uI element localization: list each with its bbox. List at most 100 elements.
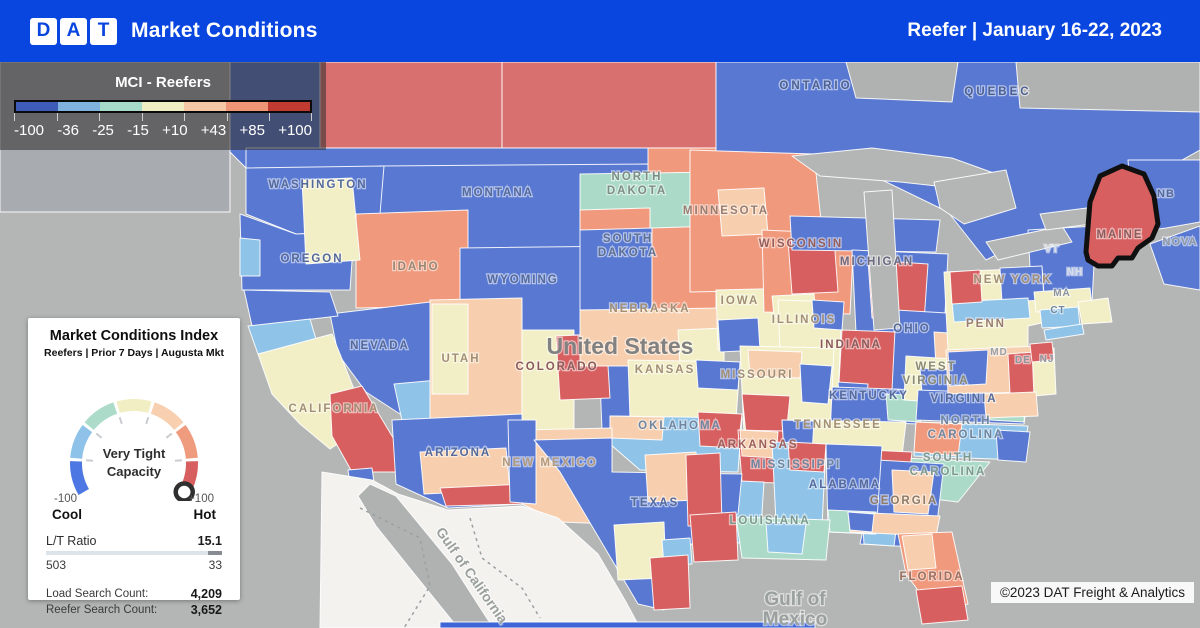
card-subtitle: Reefers | Prior 7 Days | Augusta Mkt (44, 347, 224, 359)
region-north-carolina-west[interactable] (913, 421, 963, 457)
map-label-idaho: IDAHO (392, 261, 439, 273)
region-missouri-north[interactable] (747, 349, 803, 379)
region-long-island[interactable] (1043, 323, 1085, 341)
report-scope-label: Reefer | January 16-22, 2023 (907, 20, 1162, 41)
region-texas-tip[interactable] (649, 554, 691, 611)
legend-tick-5 (226, 113, 228, 121)
map-label-mexico: Mexico (763, 609, 827, 628)
gauge-segment-2 (84, 402, 118, 431)
load-search-count-label: Load Search Count: (46, 588, 149, 600)
region-lake-michigan (863, 189, 901, 331)
map-label-nj: NJ (1040, 354, 1055, 365)
map-label-dakota: DAKOTA (607, 185, 667, 197)
region-kansas-northeast[interactable] (695, 359, 741, 391)
legend-color-segment-3 (142, 102, 184, 111)
legend-color-segment-2 (100, 102, 142, 111)
map-label-dakota: DAKOTA (598, 247, 658, 259)
region-florida-south[interactable] (915, 585, 969, 625)
gauge-indicator-ring (173, 481, 195, 501)
gauge-segment-1 (70, 424, 93, 459)
gauge-min-value: -100 (54, 493, 78, 505)
legend-ticks (14, 113, 312, 121)
legend-tick-4 (184, 113, 186, 121)
legend-tick-label-3: -15 (127, 122, 149, 139)
region-california-north[interactable] (243, 289, 339, 327)
market-map[interactable]: ONTARIO QUEBEC WASHINGTON MONTANA NORTH DAKOT… (0, 61, 1200, 628)
region-new-york-central[interactable] (951, 297, 1031, 323)
map-label-minnesota: MINNESOTA (683, 205, 769, 217)
region-oklahoma-northeast[interactable] (697, 411, 743, 449)
map-label-arizona: ARIZONA (425, 447, 491, 459)
map-label-michigan: MICHIGAN (840, 256, 914, 268)
region-missouri-east[interactable] (799, 363, 833, 405)
gauge-max-word: Hot (193, 507, 217, 522)
region-new-york-west[interactable] (949, 269, 983, 305)
region-mississippi-north[interactable] (787, 441, 827, 473)
region-washington-oregon-central[interactable] (301, 177, 361, 265)
legend-tick-label-2: -25 (92, 122, 114, 139)
lt-ratio-bar-trucks (207, 551, 222, 555)
dat-logo-letter-d: D (30, 17, 57, 45)
region-florida-central[interactable] (901, 533, 937, 571)
map-label-south: SOUTH (923, 452, 973, 464)
gauge-status-line1: Very Tight (103, 446, 166, 461)
map-label-louisiana: LOUISIANA (729, 515, 810, 527)
map-label-carolina: CAROLINA (928, 429, 1005, 441)
region-maine-augusta-selected[interactable] (1083, 163, 1161, 269)
map-label-kansas: KANSAS (635, 364, 696, 376)
region-quebec-north[interactable] (1015, 61, 1200, 113)
region-georgia-central[interactable] (891, 469, 935, 515)
region-oregon-coast[interactable] (239, 237, 261, 277)
load-search-count-row: Load Search Count: 4,209 (46, 586, 222, 602)
legend-tick-6 (269, 113, 271, 121)
region-texas-southeast[interactable] (689, 511, 739, 563)
region-bottom-bar[interactable] (439, 621, 816, 628)
map-label-maine: MAINE (1096, 229, 1143, 241)
legend-tick-label-0: -100 (14, 122, 45, 139)
map-label-vt: VT (1045, 244, 1060, 255)
map-label-new-mexico: NEW MEXICO (502, 457, 597, 469)
region-pennsylvania-west[interactable] (947, 349, 989, 387)
load-search-count-value: 4,209 (190, 587, 222, 601)
dat-logo[interactable]: D A T (30, 17, 117, 45)
legend-gradient-bar (14, 100, 312, 113)
map-label-nova: NOVA (1163, 236, 1198, 248)
map-label-penn: PENN (966, 318, 1006, 330)
map-label-montana: MONTANA (462, 187, 534, 199)
choropleth-map-svg[interactable]: ONTARIO QUEBEC WASHINGTON MONTANA NORTH DAKOT… (0, 61, 1200, 628)
market-conditions-index-card: Market Conditions Index Reefers | Prior … (28, 318, 240, 617)
map-label-north: NORTH (612, 171, 663, 183)
map-label-missouri: MISSOURI (721, 369, 794, 381)
reefer-search-count-value: 3,652 (190, 603, 222, 617)
region-louisiana-central[interactable] (765, 521, 807, 555)
region-north-carolina-east[interactable] (995, 429, 1031, 463)
region-new-mexico-west[interactable] (507, 419, 537, 505)
map-label-nb: NB (1157, 188, 1175, 200)
map-label-utah: UTAH (441, 353, 480, 365)
legend-tick-label-7: +100 (278, 122, 312, 139)
region-utah-west[interactable] (431, 303, 469, 395)
map-label-florida: FLORIDA (899, 571, 964, 583)
gauge-tick-2 (95, 432, 103, 439)
region-florida-northwest[interactable] (847, 511, 875, 533)
map-label-ct: CT (1050, 305, 1065, 316)
region-north-dakota-sw[interactable] (579, 207, 651, 231)
region-cape-cod[interactable] (1077, 297, 1113, 325)
region-idaho[interactable] (355, 209, 469, 309)
map-label-wyoming: WYOMING (487, 274, 559, 286)
map-label-de: DE (1015, 355, 1031, 366)
legend-tick-label-6: +85 (239, 122, 265, 139)
copyright-attribution: ©2023 DAT Freight & Analytics (990, 582, 1194, 603)
region-canada-nova-scotia[interactable] (1149, 225, 1200, 291)
map-label-iowa: IOWA (721, 295, 760, 307)
dat-logo-letter-t: T (90, 17, 117, 45)
region-canada-prairie-east[interactable] (501, 61, 717, 149)
region-canada-prairie-west[interactable] (319, 61, 503, 149)
region-hudson-bay[interactable] (845, 61, 959, 103)
region-new-jersey-north[interactable] (1029, 341, 1055, 363)
app-header: D A T Market Conditions Reefer | January… (0, 0, 1200, 62)
region-maryland-delaware[interactable] (983, 391, 1039, 419)
lt-ratio-bar (46, 551, 222, 555)
legend-tick-1 (56, 113, 58, 121)
